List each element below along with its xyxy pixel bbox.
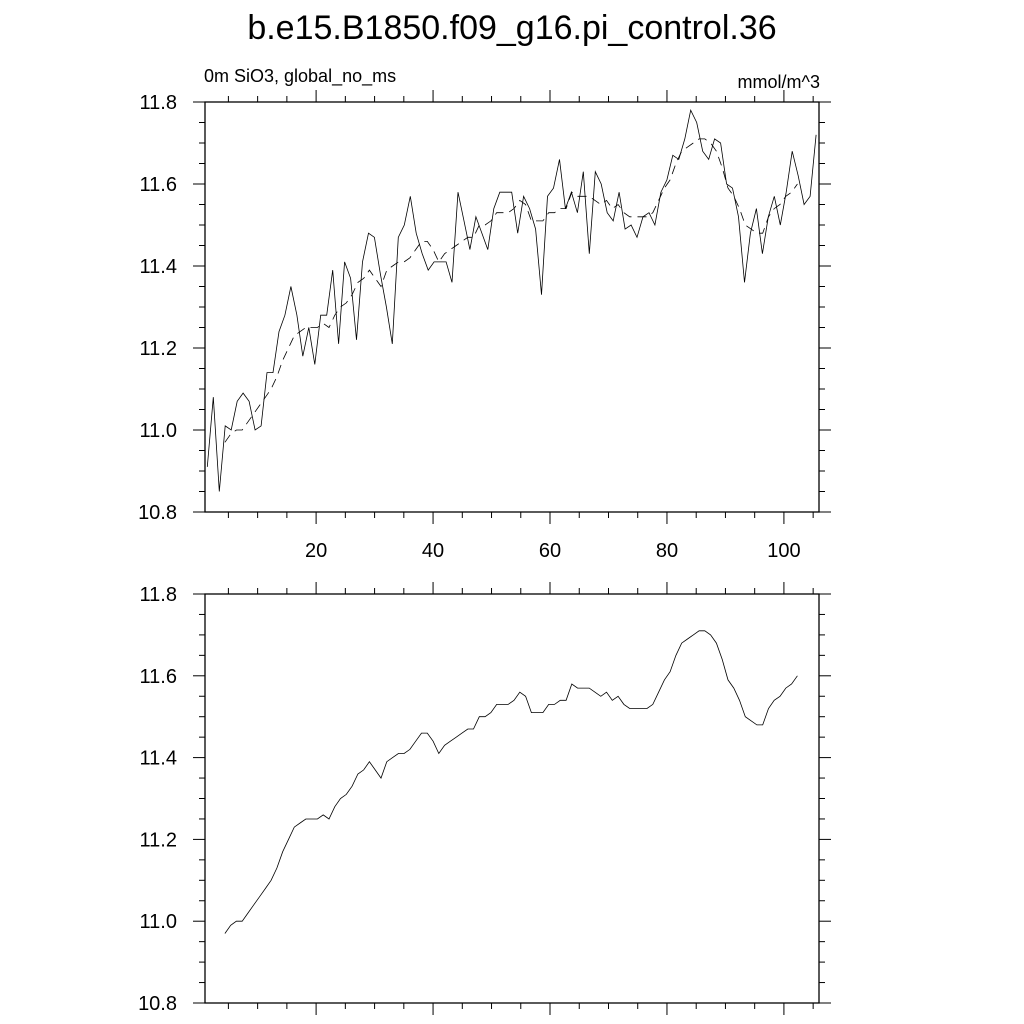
x-tick-label: 40 bbox=[422, 540, 444, 562]
x-tick-label: 20 bbox=[305, 540, 327, 562]
y-tick-label: 11.4 bbox=[140, 256, 177, 278]
y-tick-label: 10.8 bbox=[138, 993, 177, 1015]
x-tick-label: 60 bbox=[539, 540, 561, 562]
plot-frame bbox=[204, 101, 820, 513]
y-tick-label: 11.6 bbox=[140, 666, 177, 688]
y-tick-label: 10.8 bbox=[138, 502, 177, 524]
y-tick-label: 11.0 bbox=[140, 911, 177, 933]
y-tick-label: 11.8 bbox=[140, 92, 177, 114]
y-tick-label: 11.0 bbox=[140, 420, 177, 442]
series-running-mean bbox=[224, 630, 798, 934]
y-tick-label: 11.2 bbox=[140, 338, 177, 360]
chart-title: b.e15.B1850.f09_g16.pi_control.36 bbox=[247, 9, 776, 47]
top-panel: 20 40 60 80 100 10.8 11.0 11.2 11.4 11.6 11.8 bbox=[138, 90, 831, 562]
series-annual bbox=[206, 108, 817, 492]
series-running-mean bbox=[224, 138, 798, 443]
y-tick-label: 11.8 bbox=[140, 584, 177, 606]
y-tick-label: 11.4 bbox=[140, 748, 177, 770]
bottom-panel: 10.8 11.0 11.2 11.4 11.6 11.8 bbox=[138, 582, 831, 1015]
plot-frame bbox=[204, 593, 820, 1004]
x-tick-label: 80 bbox=[656, 540, 678, 562]
units-label: mmol/m^3 bbox=[738, 72, 820, 92]
x-tick-label: 100 bbox=[767, 540, 800, 562]
variable-label: 0m SiO3, global_no_ms bbox=[204, 66, 396, 87]
y-tick-label: 11.2 bbox=[140, 829, 177, 851]
y-tick-label: 11.6 bbox=[140, 174, 177, 196]
